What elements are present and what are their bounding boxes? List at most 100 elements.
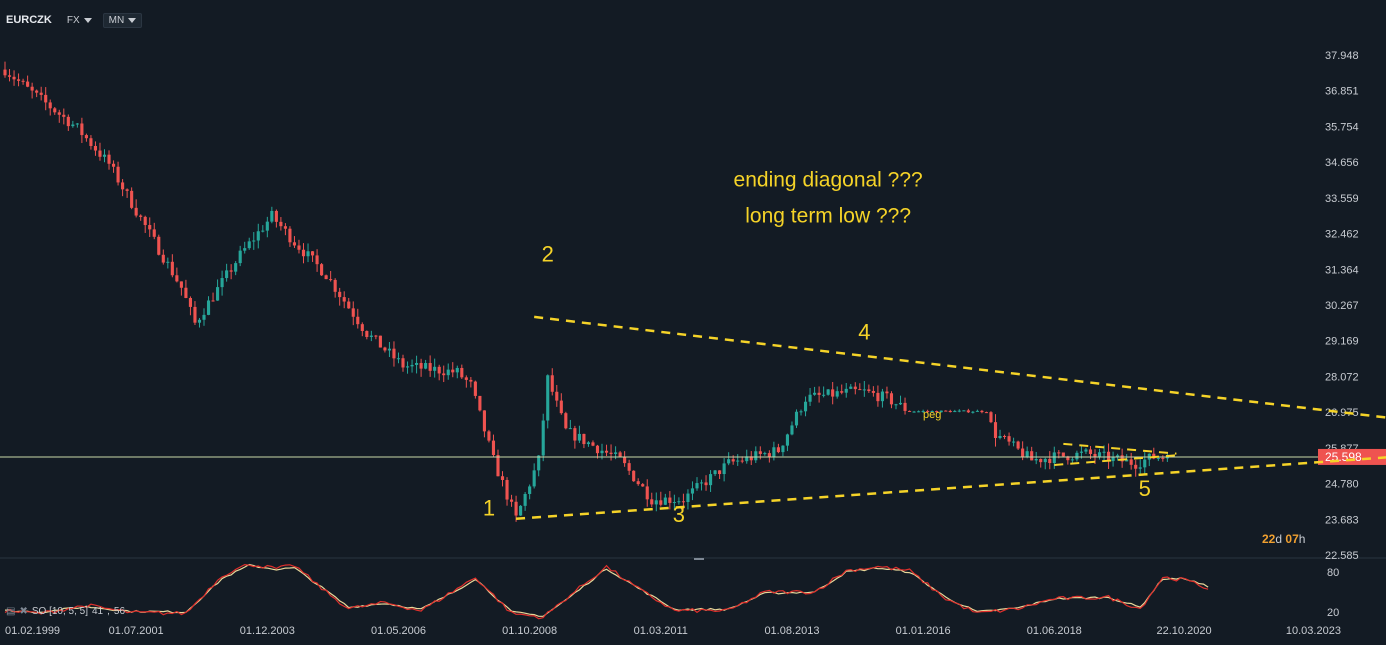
candle-body[interactable]: [424, 363, 428, 369]
candle-body[interactable]: [790, 425, 794, 435]
candle-body[interactable]: [184, 287, 188, 299]
candle-body[interactable]: [921, 411, 925, 413]
candle-body[interactable]: [310, 251, 315, 256]
candle-body[interactable]: [7, 75, 12, 77]
candle-body[interactable]: [53, 108, 57, 113]
candle-body[interactable]: [871, 391, 875, 393]
candle-body[interactable]: [636, 481, 640, 485]
candle-body[interactable]: [496, 455, 500, 477]
candle-body[interactable]: [817, 392, 821, 395]
candle-body[interactable]: [876, 392, 880, 402]
candle-body[interactable]: [591, 442, 595, 446]
candle-body[interactable]: [487, 431, 491, 441]
candle-body[interactable]: [1079, 451, 1083, 453]
candle-body[interactable]: [243, 248, 247, 251]
candle-body[interactable]: [93, 145, 98, 151]
candle-body[interactable]: [279, 221, 283, 227]
candle-body[interactable]: [731, 459, 735, 462]
candle-body[interactable]: [672, 502, 676, 504]
candle-body[interactable]: [17, 79, 21, 81]
candle-body[interactable]: [1052, 452, 1056, 464]
candle-body[interactable]: [1129, 459, 1133, 465]
candle-body[interactable]: [559, 400, 563, 414]
candle-body[interactable]: [776, 447, 780, 453]
candle-body[interactable]: [274, 210, 278, 222]
trendline-upper[interactable]: [534, 315, 1386, 419]
candle-body[interactable]: [143, 216, 147, 226]
candle-body[interactable]: [654, 500, 658, 505]
candle-body[interactable]: [740, 460, 744, 462]
candle-body[interactable]: [134, 207, 138, 216]
candle-body[interactable]: [803, 401, 808, 412]
candle-body[interactable]: [428, 363, 432, 371]
candle-body[interactable]: [270, 210, 274, 222]
candle-body[interactable]: [781, 445, 785, 453]
candle-body[interactable]: [392, 348, 396, 359]
candle-body[interactable]: [980, 410, 984, 413]
candle-body[interactable]: [288, 228, 292, 243]
candle-body[interactable]: [912, 411, 916, 413]
candle-body[interactable]: [582, 433, 586, 445]
candle-body[interactable]: [369, 335, 373, 337]
candle-body[interactable]: [690, 488, 695, 494]
candle-body[interactable]: [880, 391, 884, 402]
candle-body[interactable]: [917, 411, 921, 413]
candle-body[interactable]: [1012, 441, 1016, 443]
candle-body[interactable]: [197, 319, 202, 323]
candle-body[interactable]: [1016, 441, 1020, 449]
candle-body[interactable]: [1021, 448, 1025, 458]
candle-body[interactable]: [1007, 436, 1011, 442]
candle-body[interactable]: [853, 386, 857, 390]
candle-body[interactable]: [1143, 459, 1147, 468]
candle-body[interactable]: [482, 410, 486, 432]
candle-body[interactable]: [297, 245, 301, 250]
candle-body[interactable]: [12, 76, 16, 80]
candle-body[interactable]: [944, 410, 948, 412]
candle-body[interactable]: [681, 501, 685, 503]
candle-body[interactable]: [252, 240, 256, 242]
candle-body[interactable]: [1102, 451, 1106, 453]
candle-body[interactable]: [1002, 435, 1007, 437]
candle-body[interactable]: [405, 366, 410, 368]
candle-body[interactable]: [3, 69, 7, 76]
candle-body[interactable]: [283, 226, 287, 229]
candle-body[interactable]: [677, 501, 681, 503]
candle-body[interactable]: [301, 249, 306, 257]
candle-body[interactable]: [1034, 458, 1038, 461]
candle-body[interactable]: [1156, 457, 1160, 459]
candle-body[interactable]: [641, 484, 645, 487]
candle-body[interactable]: [464, 377, 468, 380]
candle-body[interactable]: [396, 358, 401, 360]
candle-body[interactable]: [1066, 456, 1070, 461]
candle-body[interactable]: [320, 264, 324, 276]
candle-body[interactable]: [1120, 455, 1124, 462]
candle-body[interactable]: [365, 331, 369, 337]
candle-body[interactable]: [894, 404, 898, 406]
candle-body[interactable]: [460, 367, 464, 378]
candle-body[interactable]: [767, 453, 771, 458]
market-dropdown[interactable]: FX: [62, 14, 97, 27]
candle-body[interactable]: [26, 81, 30, 87]
candle-body[interactable]: [686, 493, 690, 503]
candle-body[interactable]: [175, 275, 179, 282]
candle-body[interactable]: [758, 451, 762, 454]
candle-body[interactable]: [329, 279, 333, 281]
candle-body[interactable]: [116, 166, 120, 183]
candle-body[interactable]: [1084, 449, 1088, 452]
candle-body[interactable]: [794, 411, 799, 426]
candle-body[interactable]: [785, 434, 790, 446]
candle-body[interactable]: [993, 422, 998, 439]
candle-body[interactable]: [202, 314, 206, 320]
candle-body[interactable]: [632, 470, 636, 482]
candle-body[interactable]: [1061, 452, 1065, 457]
candle-body[interactable]: [1111, 456, 1115, 462]
candle-body[interactable]: [844, 388, 848, 393]
candle-body[interactable]: [261, 230, 265, 232]
candle-body[interactable]: [604, 450, 609, 453]
candle-body[interactable]: [708, 474, 713, 486]
candle-body[interactable]: [1097, 452, 1102, 457]
candle-body[interactable]: [80, 123, 84, 136]
candle-body[interactable]: [152, 229, 156, 237]
candle-body[interactable]: [826, 389, 830, 395]
candle-body[interactable]: [216, 287, 220, 301]
